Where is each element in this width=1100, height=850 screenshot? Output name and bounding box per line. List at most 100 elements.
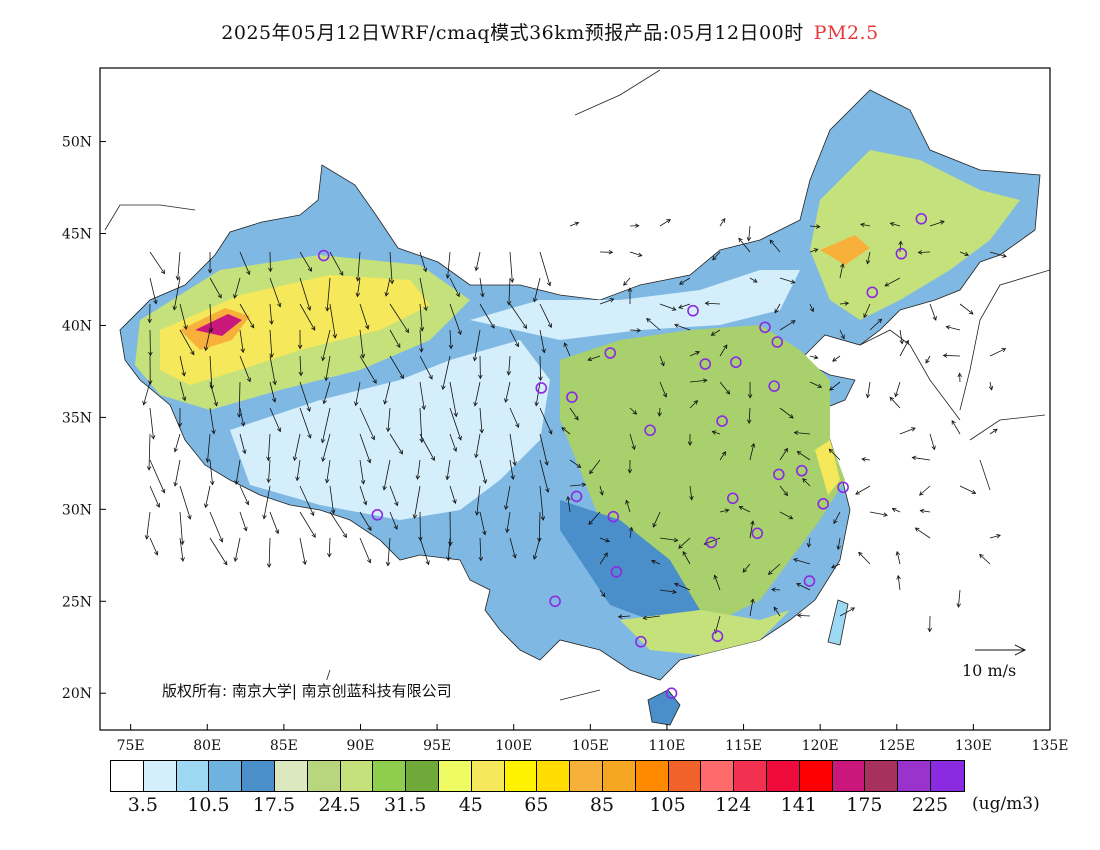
colorbar-swatch <box>602 761 636 791</box>
wind-arrow <box>659 355 665 366</box>
wind-arrow-head <box>747 394 753 399</box>
wind-arrow-head <box>750 520 755 526</box>
wind-arrow-head <box>956 603 961 608</box>
colorbar-swatch <box>832 761 866 791</box>
wind-arrow <box>769 239 781 253</box>
wind-arrow <box>359 355 377 384</box>
wind-arrow-head <box>631 445 636 451</box>
wind-arrow-head <box>783 447 788 453</box>
wind-arrow <box>389 329 401 348</box>
wind-arrow-head <box>704 301 710 306</box>
wind-arrow <box>678 303 691 309</box>
wind-arrow <box>895 381 901 397</box>
wind-arrow <box>959 485 976 494</box>
wind-arrow-head <box>160 269 166 275</box>
wind-arrow-head <box>587 356 593 362</box>
wind-arrow <box>329 303 336 338</box>
wind-arrow-head <box>541 348 546 354</box>
wind-arrow-head <box>836 545 841 551</box>
wind-arrow <box>179 485 191 520</box>
wind-arrow-head <box>504 505 509 511</box>
lon-tick-label: 120E <box>802 738 839 754</box>
wind-arrow-head <box>146 466 152 471</box>
wind-arrow <box>569 484 586 487</box>
wind-arrow-head <box>865 393 871 399</box>
wind-arrow-head <box>292 456 298 462</box>
wind-arrow <box>748 407 751 424</box>
wind-arrow <box>474 329 481 361</box>
wind-arrow-head <box>505 528 510 534</box>
wind-arrow-head <box>177 422 183 428</box>
wind-arrow-head <box>445 274 451 279</box>
wind-arrow <box>829 381 841 391</box>
wind-arrow <box>915 527 931 539</box>
wind-arrow-head <box>474 453 479 459</box>
wind-arrow <box>629 251 642 257</box>
wind-arrow-head <box>504 398 509 403</box>
wind-arrow-head <box>813 355 819 360</box>
wind-arrow <box>925 355 931 364</box>
zone-yangtze-coast <box>815 440 840 495</box>
wind-arrow <box>643 615 661 619</box>
city-marker <box>566 391 578 403</box>
wind-arrow-head <box>809 307 815 313</box>
wind-arrow-head <box>742 568 748 573</box>
wind-arrow-head <box>153 299 158 305</box>
wind-arrow <box>389 251 393 284</box>
wind-arrow <box>768 563 781 575</box>
wind-arrow-head <box>628 526 634 532</box>
wind-arrow-head <box>320 438 326 444</box>
colorbar-label: 24.5 <box>318 794 361 816</box>
wind-arrow-head <box>455 292 460 298</box>
wind-arrow-head <box>370 435 376 441</box>
wind-arrow-head <box>394 501 399 507</box>
wind-arrow-head <box>939 220 945 225</box>
lat-tick-label: 25N <box>62 594 92 610</box>
wind-arrow-head <box>478 374 483 380</box>
wind-arrow <box>943 355 961 357</box>
city-marker <box>751 527 764 540</box>
wind-arrow <box>359 433 371 463</box>
wind-arrow <box>506 511 511 533</box>
wind-arrow <box>837 537 841 550</box>
wind-arrow-head <box>441 385 446 391</box>
wind-arrow-head <box>148 351 153 357</box>
wind-arrow-head <box>678 544 683 549</box>
wind-arrow <box>899 340 909 357</box>
wind-arrow-head <box>509 278 515 283</box>
wind-arrow <box>321 407 331 443</box>
wind-arrow <box>509 459 514 480</box>
wind-arrow-head <box>219 537 224 543</box>
wind-arrow-head <box>154 550 159 556</box>
wind-arrow <box>268 459 271 483</box>
wind-arrow <box>867 381 871 398</box>
wind-arrow-head <box>712 255 717 261</box>
lat-tick-label: 30N <box>62 502 92 518</box>
wind-arrow-head <box>355 276 361 282</box>
wind-arrow <box>149 251 165 274</box>
wind-arrow <box>892 508 901 513</box>
wind-arrow-head <box>393 525 398 530</box>
wind-arrow-head <box>311 326 316 331</box>
wind-arrow <box>209 381 218 406</box>
wind-arrow-head <box>510 475 515 480</box>
wind-arrow <box>329 485 335 514</box>
wind-arrow <box>623 277 631 286</box>
wind-arrow <box>689 379 707 383</box>
wind-arrow-head <box>750 598 755 604</box>
wind-arrow <box>567 496 571 513</box>
wind-arrow <box>269 381 276 403</box>
wind-arrow <box>148 433 151 470</box>
city-marker <box>795 464 808 477</box>
wind-arrow <box>748 225 751 241</box>
wind-arrow-head <box>445 475 450 481</box>
wind-arrow-head <box>723 344 728 350</box>
wind-arrow-head <box>307 267 312 272</box>
wind-arrow <box>659 303 676 311</box>
wind-arrow <box>322 329 331 361</box>
wind-arrow-head <box>330 509 336 515</box>
wind-arrow-head <box>710 331 716 336</box>
wind-arrow-head <box>877 318 883 324</box>
colorbar-swatch <box>635 761 669 791</box>
wind-arrow-head <box>243 526 248 532</box>
